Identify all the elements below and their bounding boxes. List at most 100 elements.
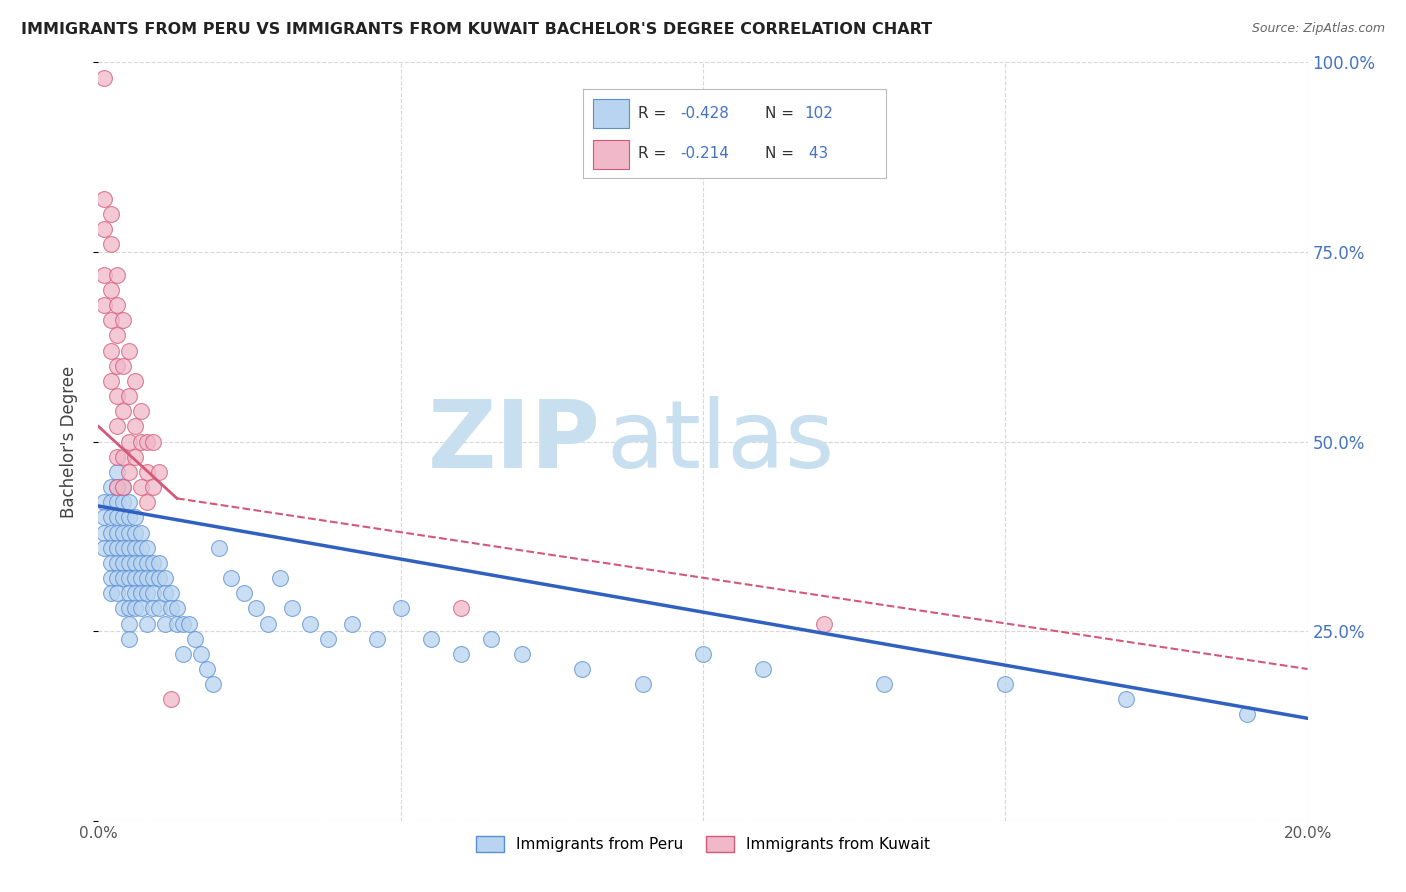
Point bbox=[105, 268, 128, 282]
Point bbox=[100, 525, 122, 540]
Text: R =: R = bbox=[638, 146, 666, 161]
Point bbox=[124, 556, 146, 570]
Point bbox=[153, 616, 176, 631]
Point bbox=[316, 632, 339, 646]
Y-axis label: Bachelor's Degree: Bachelor's Degree bbox=[59, 366, 77, 517]
Point bbox=[118, 525, 141, 540]
Point bbox=[160, 601, 183, 615]
Point bbox=[142, 601, 165, 615]
Point bbox=[450, 647, 472, 661]
Point bbox=[118, 571, 141, 585]
Point bbox=[100, 571, 122, 585]
Point bbox=[994, 677, 1017, 691]
Point bbox=[752, 662, 775, 676]
Point bbox=[100, 586, 122, 600]
Point bbox=[172, 647, 194, 661]
Point bbox=[166, 616, 188, 631]
Bar bbox=[592, 99, 628, 128]
Point bbox=[93, 541, 115, 555]
Point bbox=[100, 374, 122, 388]
Point bbox=[93, 222, 115, 236]
Point bbox=[135, 495, 157, 509]
Point bbox=[1236, 707, 1258, 722]
Point bbox=[105, 480, 128, 494]
Point bbox=[153, 586, 176, 600]
Point bbox=[100, 343, 122, 358]
Point bbox=[142, 586, 165, 600]
Point bbox=[129, 404, 152, 418]
Text: 43: 43 bbox=[804, 146, 828, 161]
Point bbox=[129, 525, 152, 540]
Point bbox=[93, 495, 115, 509]
Text: N =: N = bbox=[765, 146, 794, 161]
Point bbox=[366, 632, 388, 646]
Point bbox=[93, 298, 115, 312]
Point bbox=[208, 541, 231, 555]
Point bbox=[93, 525, 115, 540]
Point bbox=[172, 616, 194, 631]
Point bbox=[105, 495, 128, 509]
Point bbox=[93, 268, 115, 282]
Point bbox=[118, 586, 141, 600]
Point bbox=[148, 465, 170, 479]
Point bbox=[105, 419, 128, 434]
Point bbox=[111, 450, 134, 464]
Point bbox=[148, 556, 170, 570]
Point bbox=[100, 237, 122, 252]
Point bbox=[111, 556, 134, 570]
Point bbox=[124, 510, 146, 524]
Point bbox=[166, 601, 188, 615]
Point bbox=[184, 632, 207, 646]
Point bbox=[118, 465, 141, 479]
Point bbox=[111, 541, 134, 555]
Point bbox=[813, 616, 835, 631]
Point bbox=[105, 525, 128, 540]
Point bbox=[105, 571, 128, 585]
Point bbox=[692, 647, 714, 661]
Point bbox=[135, 586, 157, 600]
Point bbox=[100, 283, 122, 297]
Text: -0.428: -0.428 bbox=[681, 106, 730, 121]
Point bbox=[111, 480, 134, 494]
Point bbox=[118, 434, 141, 449]
Point bbox=[118, 343, 141, 358]
Point bbox=[118, 601, 141, 615]
Point bbox=[202, 677, 225, 691]
Text: -0.214: -0.214 bbox=[681, 146, 730, 161]
Point bbox=[389, 601, 412, 615]
Point bbox=[118, 556, 141, 570]
Point bbox=[118, 389, 141, 403]
Point bbox=[105, 510, 128, 524]
Point bbox=[135, 465, 157, 479]
Point bbox=[105, 450, 128, 464]
Point bbox=[105, 328, 128, 343]
Point bbox=[124, 586, 146, 600]
Point bbox=[111, 525, 134, 540]
Point bbox=[124, 450, 146, 464]
Point bbox=[100, 556, 122, 570]
Point bbox=[148, 601, 170, 615]
Point bbox=[142, 434, 165, 449]
Text: IMMIGRANTS FROM PERU VS IMMIGRANTS FROM KUWAIT BACHELOR'S DEGREE CORRELATION CHA: IMMIGRANTS FROM PERU VS IMMIGRANTS FROM … bbox=[21, 22, 932, 37]
Point bbox=[129, 434, 152, 449]
Point bbox=[129, 480, 152, 494]
Point bbox=[135, 571, 157, 585]
Point bbox=[100, 480, 122, 494]
Point bbox=[1115, 692, 1137, 706]
Point bbox=[111, 313, 134, 327]
Point bbox=[129, 571, 152, 585]
Point bbox=[111, 601, 134, 615]
Point bbox=[105, 480, 128, 494]
Bar bbox=[592, 140, 628, 169]
Point bbox=[111, 480, 134, 494]
Legend: Immigrants from Peru, Immigrants from Kuwait: Immigrants from Peru, Immigrants from Ku… bbox=[470, 830, 936, 858]
Point bbox=[124, 525, 146, 540]
Point bbox=[124, 571, 146, 585]
Point bbox=[124, 419, 146, 434]
Point bbox=[510, 647, 533, 661]
Point bbox=[179, 616, 201, 631]
Point bbox=[93, 510, 115, 524]
Point bbox=[124, 374, 146, 388]
Point bbox=[105, 465, 128, 479]
Point bbox=[118, 510, 141, 524]
